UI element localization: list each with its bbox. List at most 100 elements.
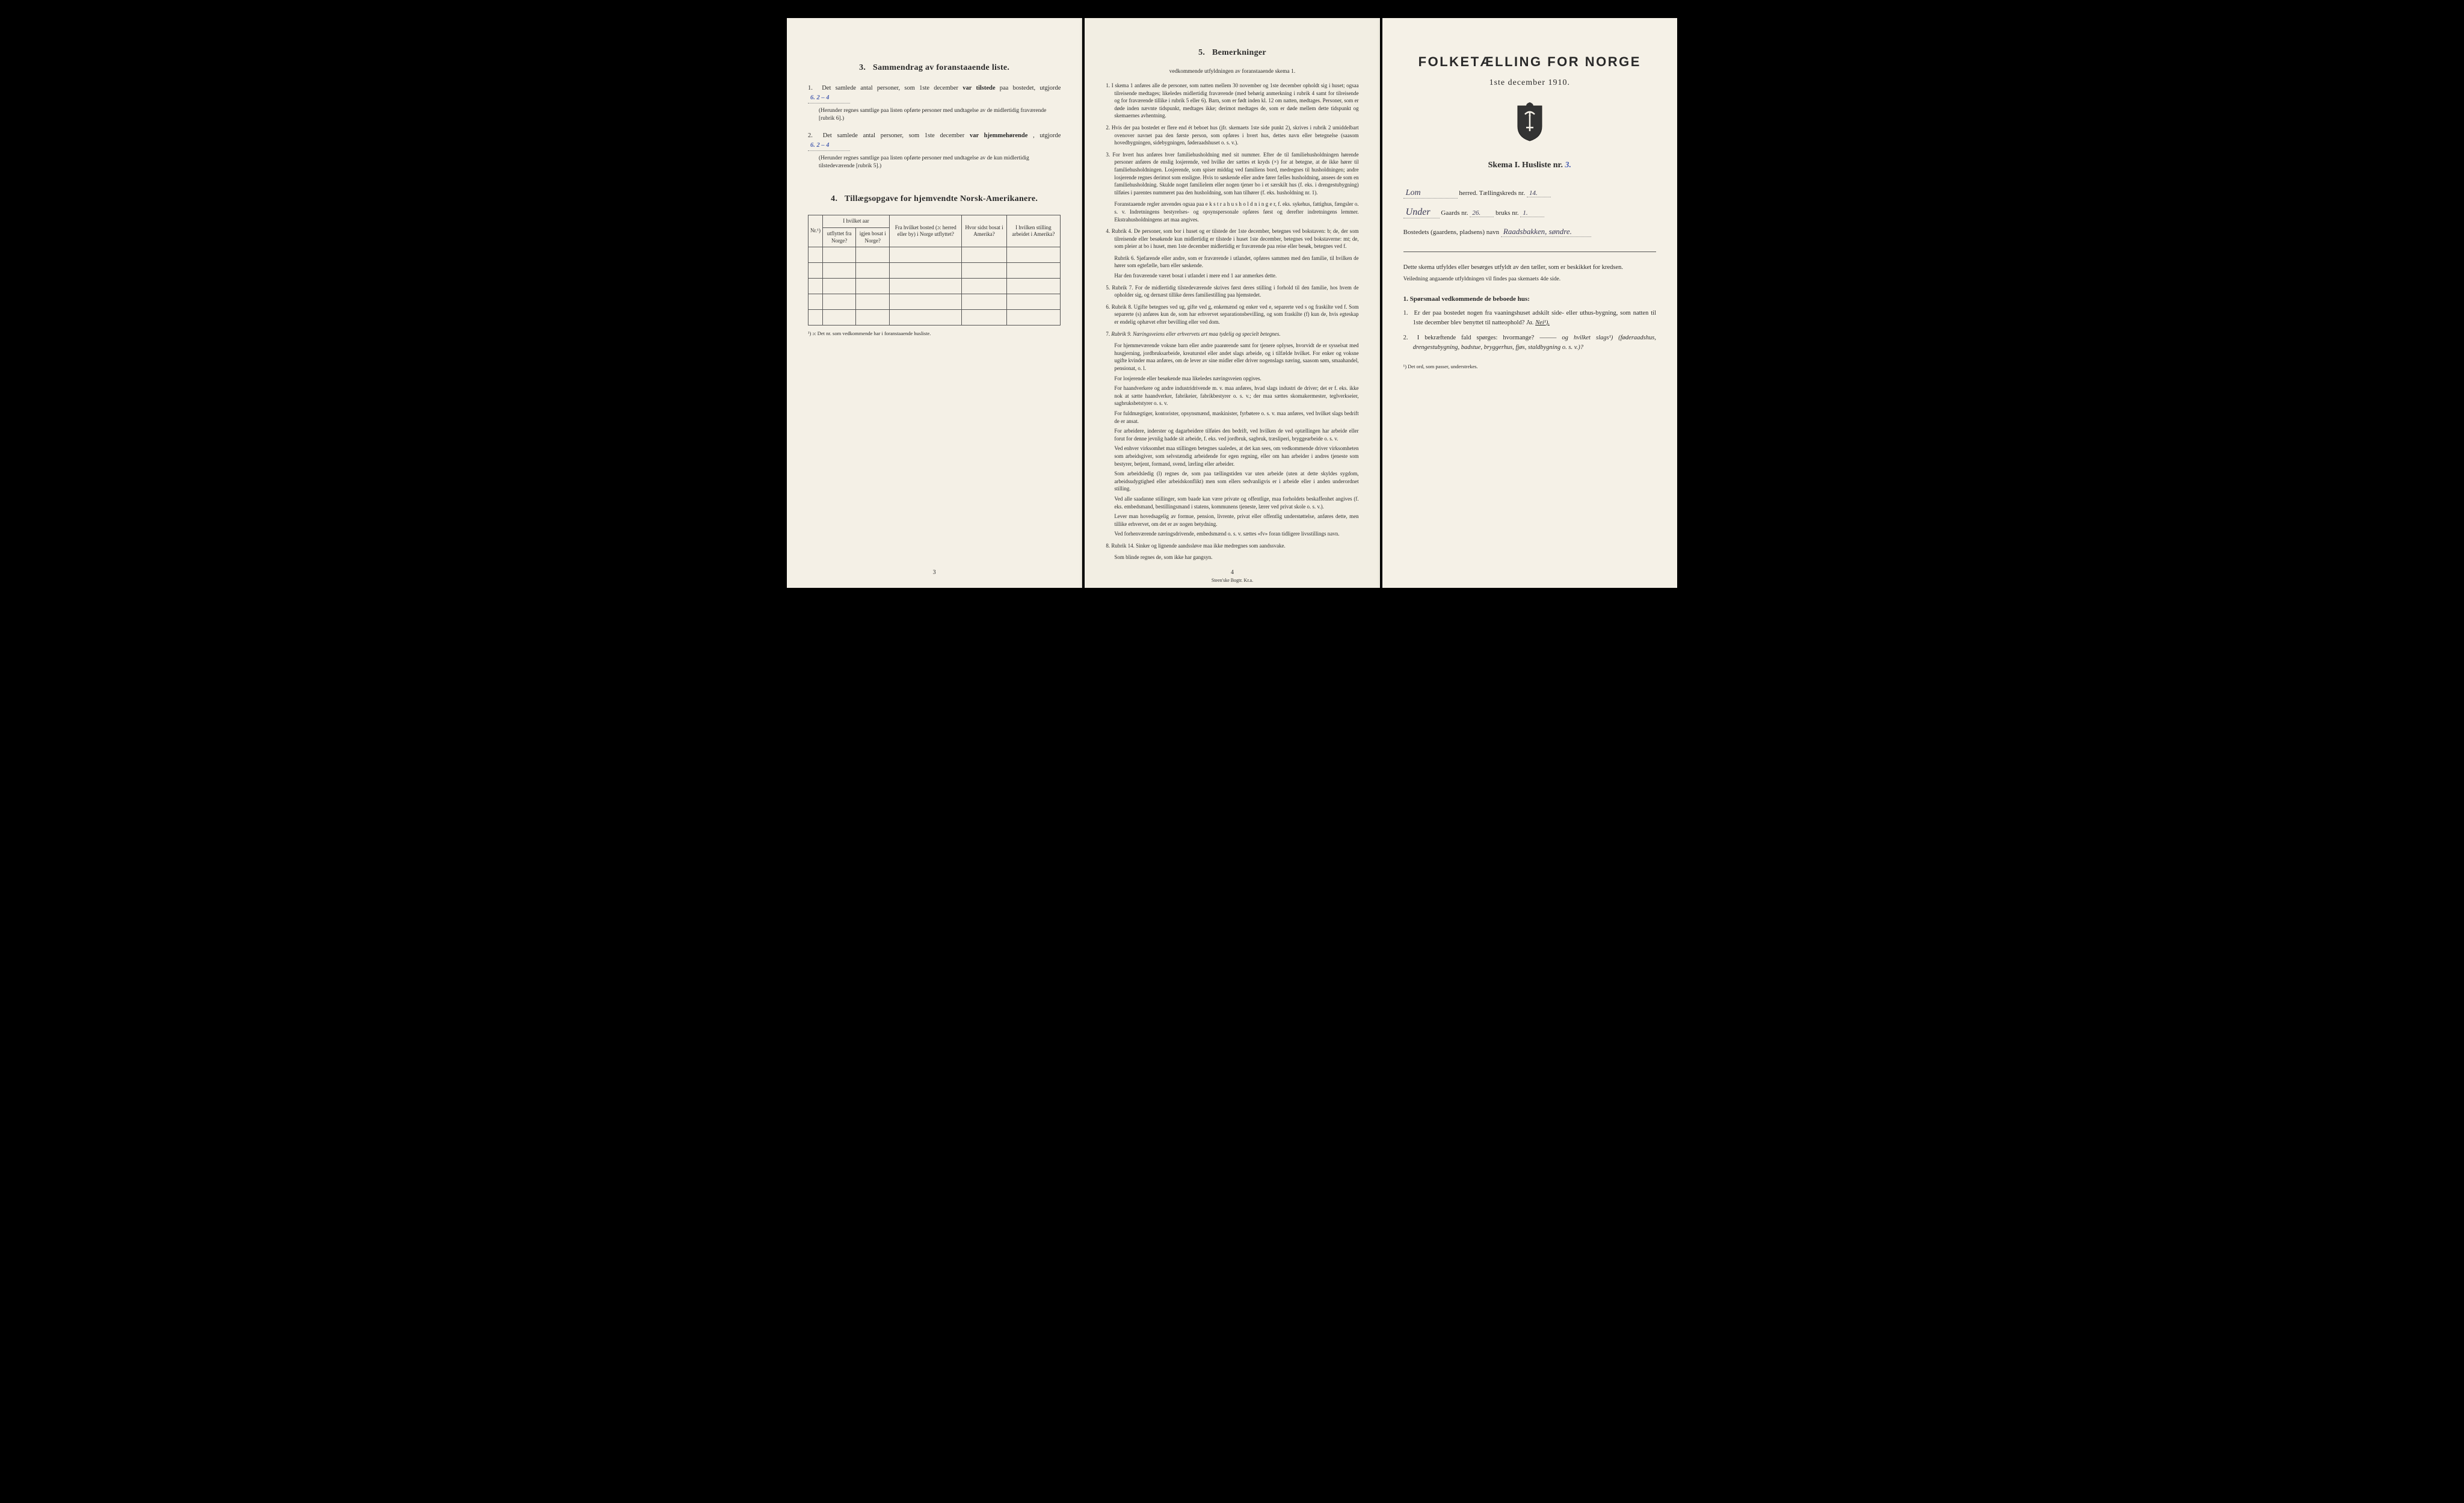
r7j-text: Ved forhenværende næringsdrivende, embed… <box>1106 530 1358 538</box>
gaards-line: Under Gaards nr. 26. bruks nr. 1. <box>1403 207 1656 218</box>
herred-post: herred. Tællingskreds nr. <box>1459 190 1525 197</box>
section3-title: 3. Sammendrag av foranstaaende liste. <box>808 63 1061 73</box>
r2-text: Hvis der paa bostedet er flere end ét be… <box>1112 125 1359 146</box>
th-c1: utflyttet fra Norge? <box>822 227 855 247</box>
section5-title: 5. Bemerkninger <box>1106 48 1358 58</box>
r4b-text: Rubrik 6. Sjøfarende eller andre, som er… <box>1106 255 1358 270</box>
r4-text: Rubrik 4. De personer, som bor i huset o… <box>1112 228 1359 249</box>
item2-note: (Herunder regnes samtlige paa listen opf… <box>819 155 1061 171</box>
remark-1: 1. I skema 1 anføres alle de personer, s… <box>1106 82 1358 120</box>
page-left: 3. Sammendrag av foranstaaende liste. 1.… <box>787 18 1082 588</box>
remark-8: 8. Rubrik 14. Sinker og lignende aandssl… <box>1106 542 1358 550</box>
r7d-text: For fuldmægtiger, kontorister, opsynsmæn… <box>1106 410 1358 425</box>
r7b-text: For losjerende eller besøkende maa likel… <box>1106 375 1358 383</box>
r6-text: Rubrik 8. Ugifte betegnes ved ug, gifte … <box>1112 304 1359 325</box>
herred-value: Lom <box>1403 188 1458 199</box>
table-row <box>808 310 1061 326</box>
item1: 1. Det samlede antal personer, som 1ste … <box>808 84 1061 103</box>
r7f-text: Ved enhver virksomhet maa stillingen bet… <box>1106 445 1358 468</box>
table-footnote: ¹) ɔ: Det nr. som vedkommende har i fora… <box>808 330 1061 336</box>
section4-title-text: Tillægsopgave for hjemvendte Norsk-Ameri… <box>845 194 1038 203</box>
return-table-wrap: Nr.¹) I hvilket aar Fra hvilket bosted (… <box>808 215 1061 336</box>
r8-text: Rubrik 14. Sinker og lignende aandssløve… <box>1111 543 1285 549</box>
bosted-line: Bostedets (gaardens, pladsens) navn Raad… <box>1403 227 1656 237</box>
table-row <box>808 247 1061 263</box>
item2: 2. Det samlede antal personer, som 1ste … <box>808 131 1061 151</box>
section4-title: 4. Tillægsopgave for hjemvendte Norsk-Am… <box>808 194 1061 204</box>
r7e-text: For arbeidere, inderster og dagarbeidere… <box>1106 427 1358 442</box>
coat-of-arms-icon <box>1403 101 1656 144</box>
item1-num: 1. <box>808 84 818 93</box>
census-date: 1ste december 1910. <box>1403 78 1656 88</box>
q-heading-text: Spørsmaal vedkommende de beboede hus: <box>1410 295 1530 303</box>
section5-title-text: Bemerkninger <box>1212 48 1266 57</box>
gaards-label: Gaards nr. <box>1441 209 1468 217</box>
r3-text: For hvert hus anføres hver familiehushol… <box>1112 152 1358 196</box>
q1-ja: Ja. <box>1526 319 1534 326</box>
r7c-text: For haandverkere og andre industridriven… <box>1106 384 1358 407</box>
th-c2: igjen bosat i Norge? <box>856 227 890 247</box>
q2-num: 2. <box>1403 333 1412 343</box>
skema-line: Skema I. Husliste nr. 3. <box>1403 161 1656 170</box>
remark-3: 3. For hvert hus anføres hver familiehus… <box>1106 151 1358 197</box>
q1-text: Er der paa bostedet nogen fra vaaningshu… <box>1413 310 1656 326</box>
kreds-value: 14. <box>1527 190 1551 197</box>
r7h-text: Ved alle saadanne stillinger, som baade … <box>1106 495 1358 510</box>
skema-value: 3. <box>1565 161 1571 170</box>
bosted-label: Bostedets (gaardens, pladsens) navn <box>1403 229 1499 236</box>
r1-text: I skema 1 anføres alle de personer, som … <box>1112 82 1359 119</box>
th-c4: Hvor sidst bosat i Amerika? <box>962 215 1006 247</box>
q1-num: 1. <box>1403 309 1412 318</box>
remark-4: 4. Rubrik 4. De personer, som bor i huse… <box>1106 227 1358 250</box>
item1-bold: var tilstede <box>962 85 995 91</box>
q-heading-num: 1. <box>1403 295 1408 303</box>
question-2: 2. I bekræftende fald spørges: hvormange… <box>1413 333 1656 353</box>
th-c3: Fra hvilket bosted (ɔ: herred eller by) … <box>890 215 962 247</box>
r7-text: Rubrik 9. Næringsveiens eller erhvervets… <box>1111 331 1280 337</box>
item2-post: , utgjorde <box>1033 132 1061 139</box>
footnote-right: ¹) Det ord, som passer, understrekes. <box>1403 363 1656 369</box>
table-row <box>808 294 1061 310</box>
page-num-mid: 4 <box>1085 569 1379 576</box>
herred-line: Lom herred. Tællingskreds nr. 14. <box>1403 188 1656 199</box>
item1-note: (Herunder regnes samtlige paa listen opf… <box>819 107 1061 123</box>
item2-num: 2. <box>808 131 818 141</box>
section3-num: 3. <box>859 63 866 72</box>
page-right: FOLKETÆLLING FOR NORGE 1ste december 191… <box>1382 18 1677 588</box>
table-row <box>808 279 1061 294</box>
r4c-text: Har den fraværende været bosat i utlande… <box>1106 272 1358 280</box>
r7i-text: Lever man hovedsagelig av formue, pensio… <box>1106 513 1358 528</box>
section3-title-text: Sammendrag av foranstaaende liste. <box>873 63 1009 72</box>
item2-pre: Det samlede antal personer, som 1ste dec… <box>823 132 965 139</box>
item1-value: 6. 2 – 4 <box>808 93 850 103</box>
gaards-value: 26. <box>1470 209 1494 217</box>
r3b-text: Foranstaaende regler anvendes ogsaa paa … <box>1106 200 1358 223</box>
question-1: 1. Er der paa bostedet nogen fra vaaning… <box>1413 309 1656 328</box>
bosted-value: Raadsbakken, søndre. <box>1501 227 1591 237</box>
remark-7: 7. Rubrik 9. Næringsveiens eller erhverv… <box>1106 330 1358 338</box>
section5-num: 5. <box>1198 48 1205 57</box>
q2-text: I bekræftende fald spørges: hvormange? <box>1417 335 1535 341</box>
q2-blank: ——— <box>1539 335 1556 341</box>
r7g-text: Som arbeidsledig (l) regnes de, som paa … <box>1106 470 1358 493</box>
item1-pre: Det samlede antal personer, som 1ste dec… <box>822 85 958 91</box>
census-title: FOLKETÆLLING FOR NORGE <box>1403 54 1656 70</box>
page-num-left: 3 <box>787 569 1082 576</box>
th-c5: I hvilken stilling arbeidet i Amerika? <box>1006 215 1061 247</box>
item2-value: 6. 2 – 4 <box>808 141 850 151</box>
remark-6: 6. Rubrik 8. Ugifte betegnes ved ug, gif… <box>1106 303 1358 326</box>
printer-mark: Steen'ske Bogtr. Kr.a. <box>1085 578 1379 583</box>
remark-2: 2. Hvis der paa bostedet er flere end ét… <box>1106 124 1358 147</box>
th-group: I hvilket aar <box>822 215 889 228</box>
r7a-text: For hjemmeværende voksne barn eller andr… <box>1106 342 1358 372</box>
r8b-text: Som blinde regnes de, som ikke har gangs… <box>1106 554 1358 561</box>
th-nr: Nr.¹) <box>808 215 823 247</box>
under-pre: Under <box>1403 207 1440 218</box>
intro-sub: Veiledning angaaende utfyldningen vil fi… <box>1403 276 1656 282</box>
skema-label: Skema I. Husliste nr. <box>1488 161 1563 170</box>
section4-num: 4. <box>831 194 837 203</box>
question-heading: 1. Spørsmaal vedkommende de beboede hus: <box>1403 295 1656 303</box>
item1-post: paa bostedet, utgjorde <box>1000 85 1061 91</box>
table-row <box>808 263 1061 279</box>
remarks-list: 1. I skema 1 anføres alle de personer, s… <box>1106 82 1358 561</box>
